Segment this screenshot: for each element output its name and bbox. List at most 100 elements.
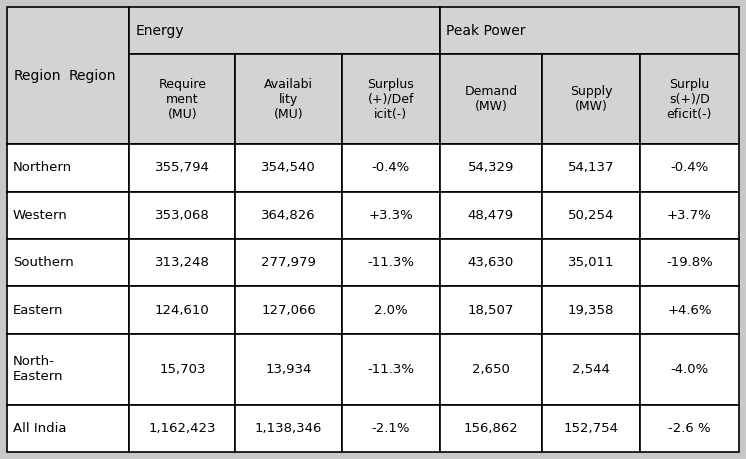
Bar [542, 334, 640, 405]
Text: 156,862: 156,862 [463, 422, 518, 435]
Text: 43,630: 43,630 [468, 256, 514, 269]
Text: 19,358: 19,358 [568, 303, 615, 317]
Bar [129, 192, 236, 239]
Text: +4.6%: +4.6% [667, 303, 712, 317]
Text: 124,610: 124,610 [155, 303, 210, 317]
Bar [129, 144, 236, 192]
Bar [440, 334, 542, 405]
Text: Western: Western [13, 209, 67, 222]
Bar [129, 54, 236, 144]
Bar [342, 192, 440, 239]
Bar [440, 54, 542, 144]
Text: 353,068: 353,068 [155, 209, 210, 222]
Text: 18,507: 18,507 [468, 303, 514, 317]
Bar [640, 239, 739, 286]
Text: 15,703: 15,703 [159, 363, 206, 376]
Text: Region: Region [69, 68, 116, 83]
Bar [342, 405, 440, 452]
Text: +3.7%: +3.7% [667, 209, 712, 222]
Text: Availabi
lity
(MU): Availabi lity (MU) [264, 78, 313, 121]
Bar [640, 144, 739, 192]
Text: 48,479: 48,479 [468, 209, 514, 222]
Bar [7, 192, 129, 239]
Bar [236, 239, 342, 286]
Bar [7, 239, 129, 286]
Text: 364,826: 364,826 [261, 209, 316, 222]
Text: 2,650: 2,650 [472, 363, 510, 376]
Bar [129, 405, 236, 452]
Text: 1,162,423: 1,162,423 [148, 422, 216, 435]
Bar [342, 144, 440, 192]
Text: Energy: Energy [135, 23, 184, 38]
Bar [542, 286, 640, 334]
Bar [7, 286, 129, 334]
Text: 152,754: 152,754 [564, 422, 618, 435]
Text: North-
Eastern: North- Eastern [13, 355, 63, 383]
Bar [236, 54, 342, 144]
Bar [342, 286, 440, 334]
Text: +3.3%: +3.3% [369, 209, 413, 222]
Text: Surplu
s(+)/D
eficit(-): Surplu s(+)/D eficit(-) [667, 78, 712, 121]
Text: 2,544: 2,544 [572, 363, 610, 376]
Bar [542, 144, 640, 192]
Bar [129, 239, 236, 286]
Text: -2.6 %: -2.6 % [668, 422, 711, 435]
Bar [542, 239, 640, 286]
Bar [440, 239, 542, 286]
Bar [640, 286, 739, 334]
Text: 50,254: 50,254 [568, 209, 615, 222]
Bar [129, 334, 236, 405]
Bar [542, 54, 640, 144]
Text: Require
ment
(MU): Require ment (MU) [158, 78, 207, 121]
Bar [440, 192, 542, 239]
Text: Region: Region [13, 68, 61, 83]
Text: -2.1%: -2.1% [372, 422, 410, 435]
Bar [7, 144, 129, 192]
Text: Eastern: Eastern [13, 303, 63, 317]
Bar [542, 192, 640, 239]
Text: 277,979: 277,979 [261, 256, 316, 269]
Bar [7, 405, 129, 452]
Text: -0.4%: -0.4% [372, 162, 410, 174]
Text: 13,934: 13,934 [266, 363, 312, 376]
Bar [542, 405, 640, 452]
Text: 313,248: 313,248 [155, 256, 210, 269]
Bar [640, 192, 739, 239]
Bar [440, 286, 542, 334]
Bar [236, 334, 342, 405]
Bar [640, 54, 739, 144]
Bar [342, 334, 440, 405]
Bar [440, 7, 739, 54]
Text: -4.0%: -4.0% [671, 363, 709, 376]
Text: -11.3%: -11.3% [367, 363, 414, 376]
Text: All India: All India [13, 422, 66, 435]
Text: Supply
(MW): Supply (MW) [570, 85, 612, 113]
Bar [129, 7, 440, 54]
Bar [440, 405, 542, 452]
Text: Demand
(MW): Demand (MW) [464, 85, 518, 113]
Bar [236, 405, 342, 452]
Text: Southern: Southern [13, 256, 73, 269]
Bar [129, 286, 236, 334]
Bar [640, 334, 739, 405]
Text: -11.3%: -11.3% [367, 256, 414, 269]
Text: Peak Power: Peak Power [446, 23, 525, 38]
Text: 54,137: 54,137 [568, 162, 615, 174]
Bar [440, 144, 542, 192]
Text: 54,329: 54,329 [468, 162, 514, 174]
Text: 127,066: 127,066 [261, 303, 316, 317]
Bar [236, 144, 342, 192]
Text: -0.4%: -0.4% [671, 162, 709, 174]
Text: 2.0%: 2.0% [374, 303, 407, 317]
Text: 354,540: 354,540 [261, 162, 316, 174]
Bar [236, 286, 342, 334]
Bar [7, 334, 129, 405]
Text: 355,794: 355,794 [155, 162, 210, 174]
Text: Northern: Northern [13, 162, 72, 174]
Bar [7, 7, 129, 144]
Bar [342, 54, 440, 144]
Text: 1,138,346: 1,138,346 [255, 422, 322, 435]
Text: Surplus
(+)/Def
icit(-): Surplus (+)/Def icit(-) [367, 78, 414, 121]
Bar [236, 192, 342, 239]
Bar [342, 239, 440, 286]
